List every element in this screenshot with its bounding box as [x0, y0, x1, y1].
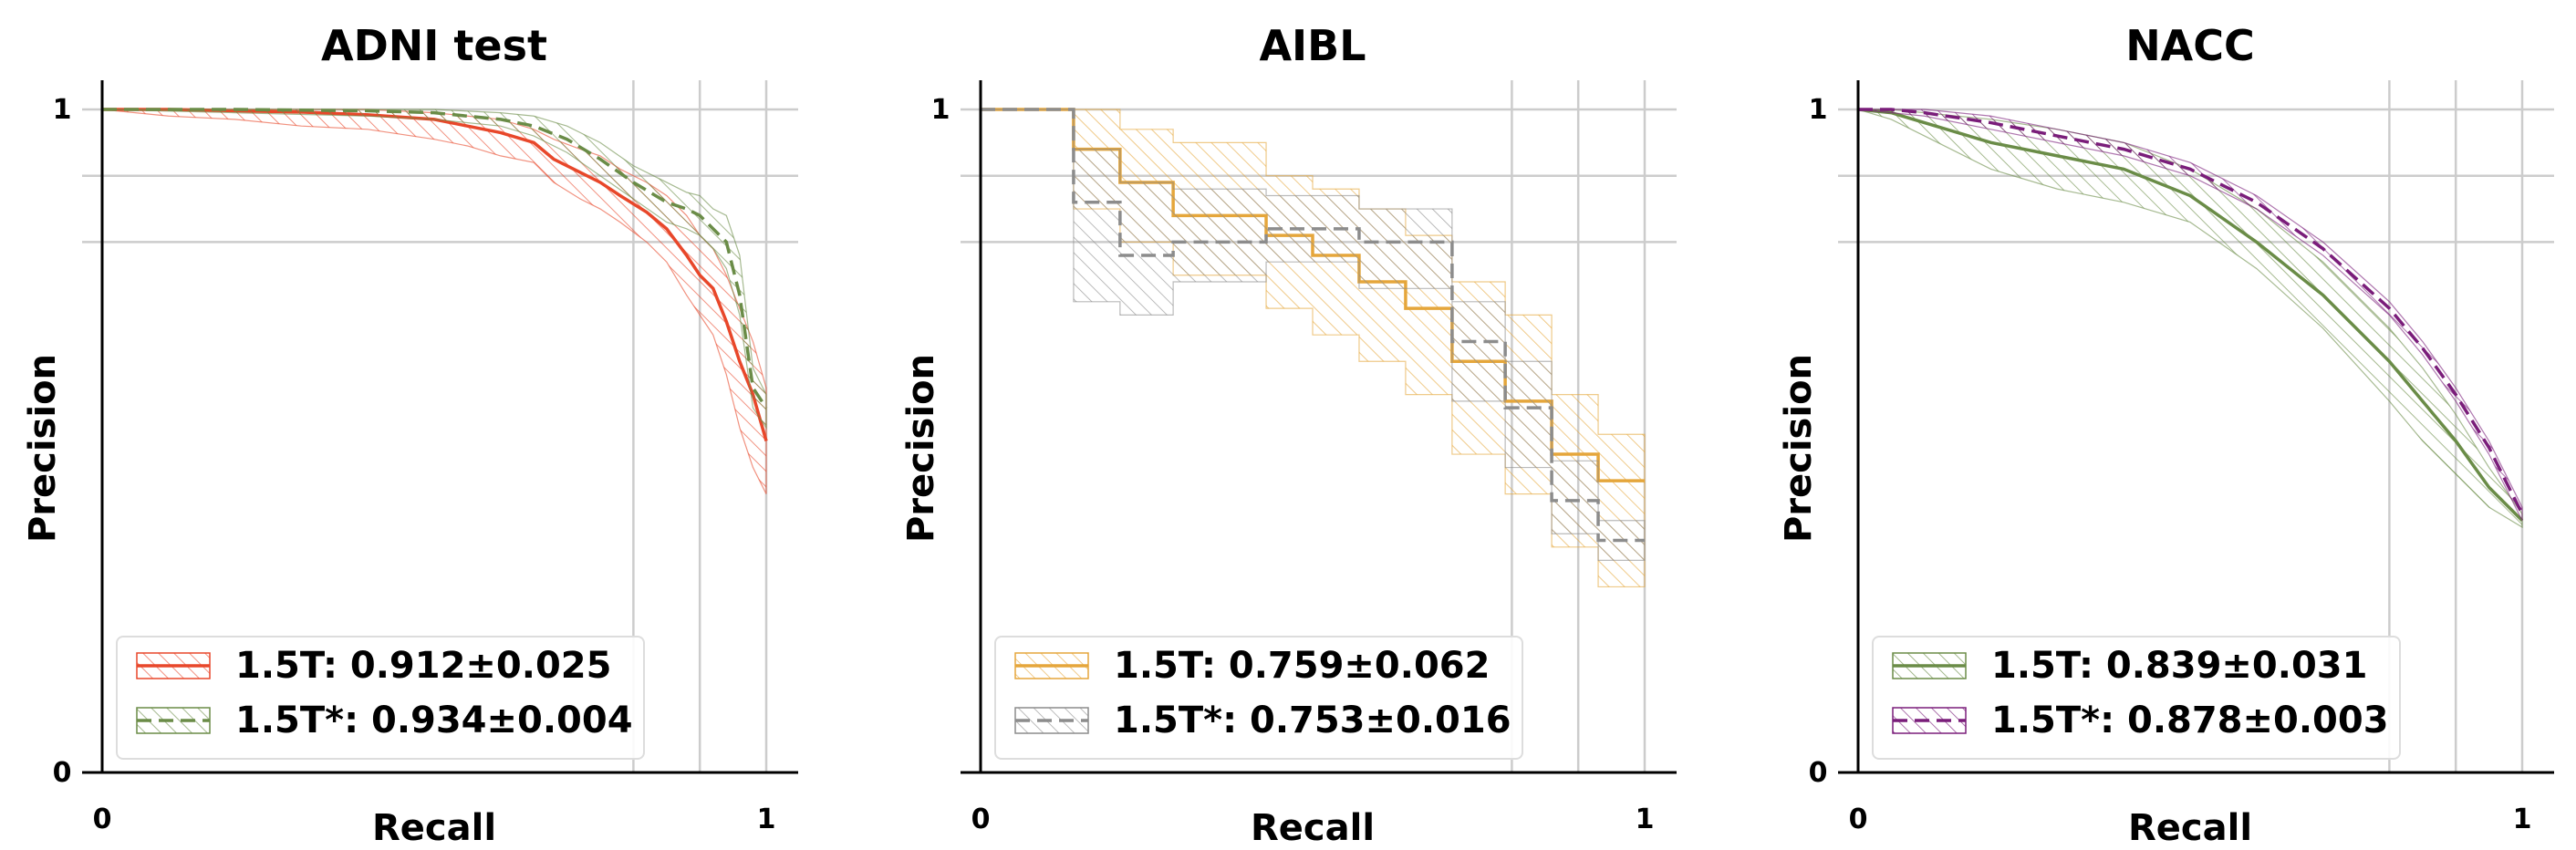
legend-label: 1.5T*: 0.934±0.004	[235, 700, 633, 741]
x-axis-label: Recall	[372, 807, 496, 849]
y-axis-label: Precision	[22, 354, 64, 543]
y-tick-label: 1	[1809, 94, 1828, 126]
legend-item: 1.5T*: 0.878±0.003	[1892, 700, 2389, 741]
legend-box	[994, 636, 1523, 760]
legend-box	[116, 636, 645, 760]
x-tick-label: 1	[2513, 803, 2532, 835]
x-axis-label: Recall	[2128, 807, 2252, 849]
y-tick-label: 1	[931, 94, 950, 126]
chart-title: AIBL	[1259, 21, 1366, 70]
x-tick-label: 0	[971, 803, 991, 835]
legend-item: 1.5T: 0.912±0.025	[136, 645, 611, 687]
legend: 1.5T: 0.912±0.025 1.5T*: 0.934±0.004	[116, 636, 645, 760]
chart-panel-1: ADNI test 0 1 0 1 Recall Precision 1.5T: 0.912±…	[22, 21, 798, 849]
chart-title: ADNI test	[321, 21, 547, 70]
legend-label: 1.5T*: 0.753±0.016	[1114, 700, 1511, 741]
legend-item: 1.5T: 0.839±0.031	[1892, 645, 2367, 687]
legend-item: 1.5T: 0.759±0.062	[1014, 645, 1490, 687]
series-band	[101, 109, 767, 430]
y-axis-label: Precision	[900, 354, 942, 543]
series-line	[1857, 108, 2524, 522]
legend-box	[1872, 636, 2401, 760]
series-line	[102, 108, 768, 409]
legend-label: 1.5T*: 0.878±0.003	[1991, 700, 2389, 741]
legend-item: 1.5T*: 0.753±0.016	[1014, 700, 1511, 741]
chart-title: NACC	[2125, 21, 2255, 70]
series-band	[1857, 109, 2523, 522]
legend-label: 1.5T: 0.839±0.031	[1991, 645, 2367, 687]
series-band	[101, 109, 767, 494]
x-tick-label: 1	[1636, 803, 1655, 835]
x-tick-label: 1	[757, 803, 776, 835]
series-line	[1858, 108, 2524, 515]
legend-item: 1.5T*: 0.934±0.004	[136, 700, 633, 741]
legend: 1.5T: 0.759±0.062 1.5T*: 0.753±0.016	[994, 636, 1523, 760]
chart-panel-3: NACC 0 1 0 1 Recall Precision 1.5T: 0.839±0.031…	[1778, 21, 2554, 849]
y-axis-label: Precision	[1778, 354, 1820, 543]
series-line	[981, 108, 1645, 543]
y-tick-label: 1	[53, 94, 72, 126]
x-tick-label: 0	[1849, 803, 1868, 835]
x-axis-label: Recall	[1251, 807, 1375, 849]
series-line	[102, 108, 768, 441]
y-tick-label: 0	[1809, 757, 1828, 789]
legend: 1.5T: 0.839±0.031 1.5T*: 0.878±0.003	[1872, 636, 2401, 760]
legend-label: 1.5T: 0.759±0.062	[1114, 645, 1490, 687]
y-tick-label: 0	[53, 757, 72, 789]
legend-label: 1.5T: 0.912±0.025	[235, 645, 611, 687]
x-tick-label: 0	[93, 803, 112, 835]
